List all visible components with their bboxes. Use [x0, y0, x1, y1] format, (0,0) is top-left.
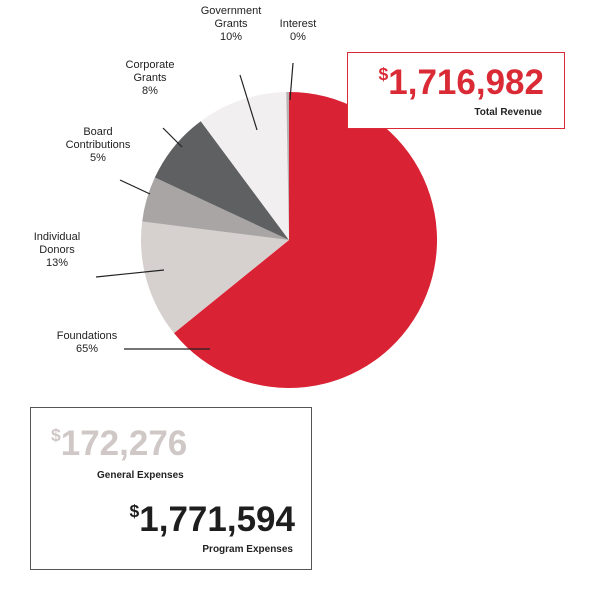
slice-label-interest: Interest 0%: [280, 18, 317, 43]
general-expenses-value: 172,276: [60, 424, 188, 463]
leader-line-individual-donors: [95, 269, 165, 278]
total-revenue-currency: $: [378, 63, 389, 84]
pie-slices: [141, 92, 437, 388]
slice-label-individual-donors: Individual Donors 13%: [34, 231, 80, 269]
total-revenue-box: $1,716,982 Total Revenue: [347, 52, 565, 129]
slice-label-board-contributions: Board Contributions 5%: [66, 126, 131, 164]
leader-line-corporate-grants: [162, 127, 183, 148]
leader-line-interest: [289, 62, 294, 101]
program-expenses-label: Program Expenses: [202, 544, 293, 555]
slice-labels: Foundations 65% Individual Donors 13% Board Co…: [34, 5, 317, 355]
total-revenue-value: 1,716,982: [388, 63, 544, 102]
pie-slice-board-contributions: [142, 177, 289, 240]
pie-slice-foundations: [173, 92, 437, 388]
general-expenses-label: General Expenses: [97, 470, 184, 481]
program-expenses-value: 1,771,594: [139, 500, 295, 539]
total-revenue-amount: $1,716,982: [379, 65, 544, 100]
program-expenses-currency: $: [129, 500, 140, 521]
general-expenses-currency: $: [51, 424, 61, 445]
leader-line-board-contributions: [119, 179, 151, 195]
leader-line-government-grants: [239, 74, 258, 131]
total-revenue-label: Total Revenue: [474, 107, 542, 118]
pie-slice-government-grants: [200, 92, 289, 240]
leader-lines: [95, 62, 294, 350]
program-expenses-amount: $1,771,594: [130, 502, 295, 537]
pie-slice-interest: [286, 92, 289, 240]
expenses-box: $172,276 General Expenses $1,771,594 Pro…: [30, 407, 312, 570]
general-expenses-amount: $172,276: [51, 426, 187, 461]
slice-label-corporate-grants: Corporate Grants 8%: [126, 59, 175, 97]
pie-slice-corporate-grants: [154, 121, 289, 240]
pie-slice-individual-donors: [141, 221, 289, 334]
slice-label-government-grants: Government Grants 10%: [201, 5, 262, 43]
slice-label-foundations: Foundations 65%: [57, 330, 118, 355]
